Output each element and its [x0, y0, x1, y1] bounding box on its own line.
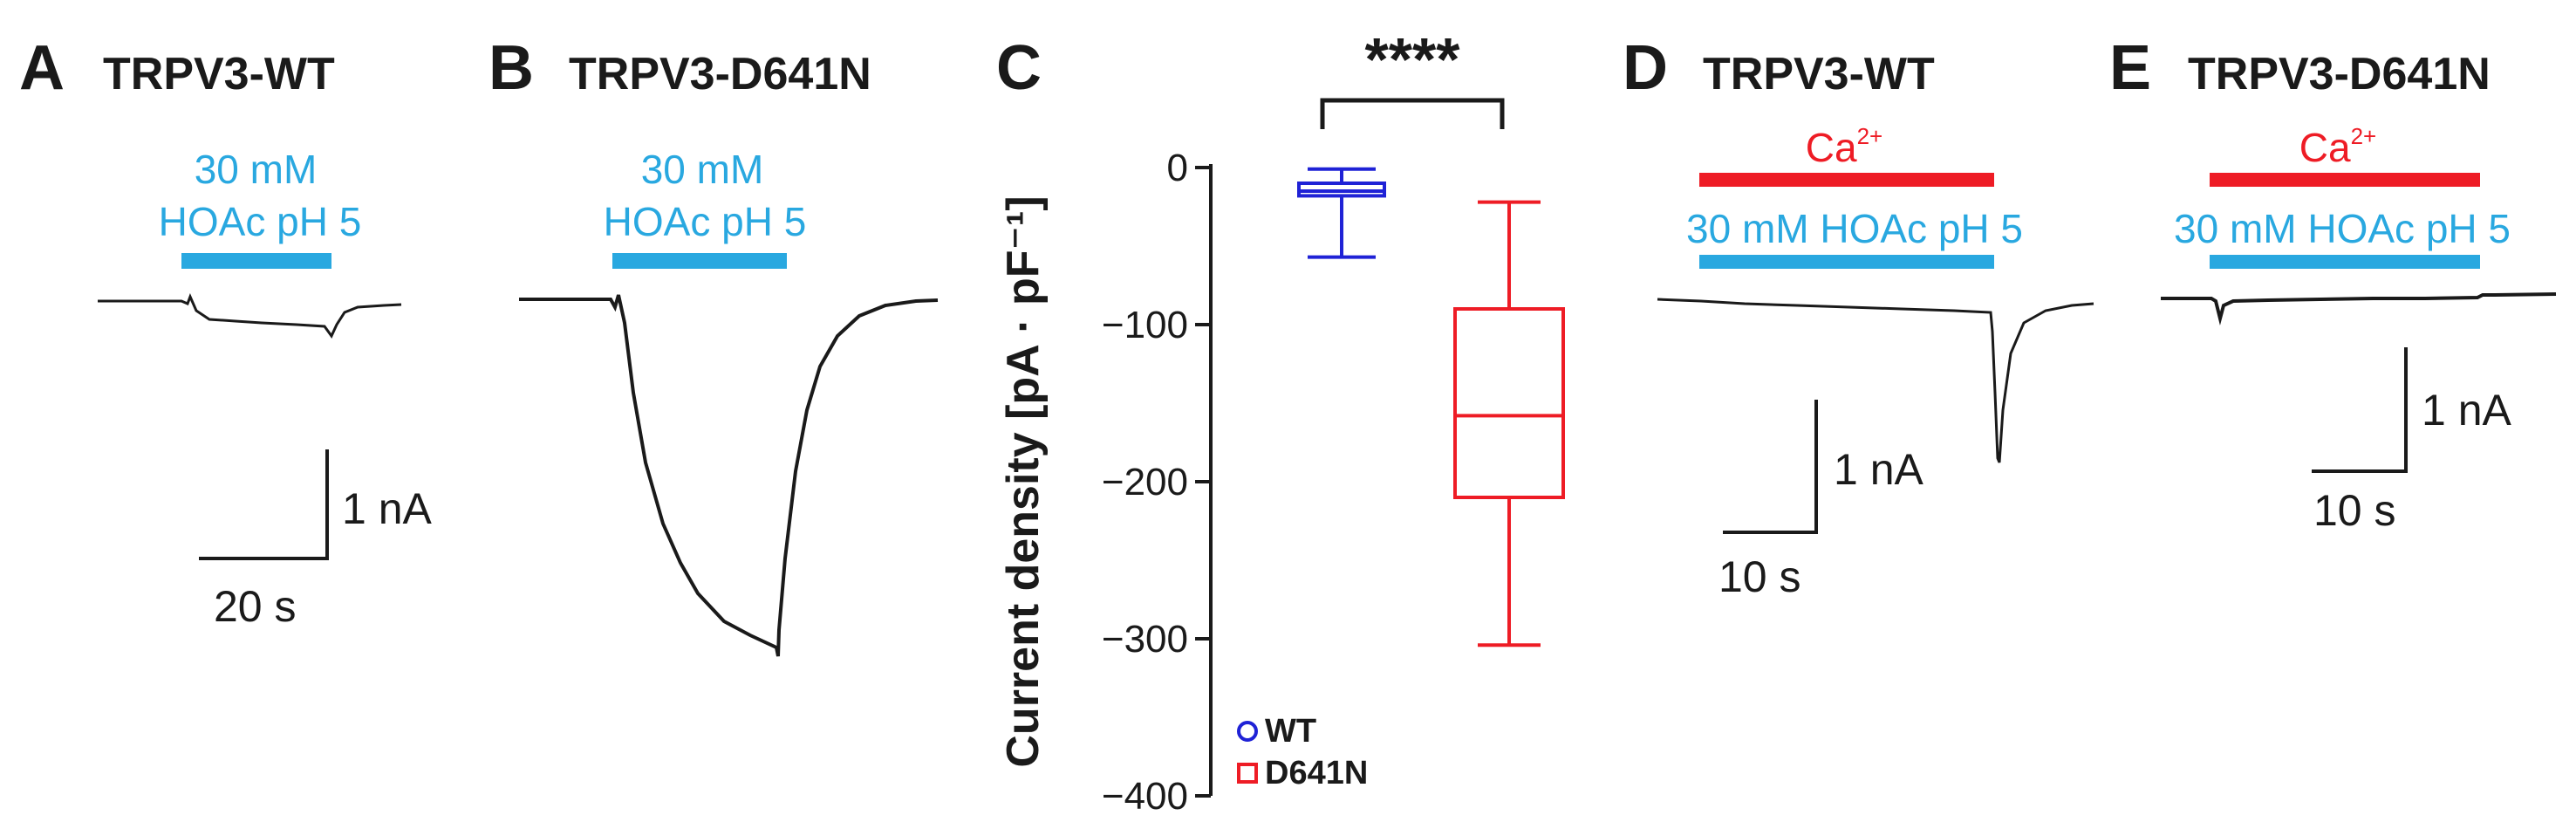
panel-c: C 0 −100 −200 −300 −400 Current density [pA ·…	[996, 25, 1565, 818]
panel-d-current-trace	[1657, 298, 2094, 463]
iqr-box	[1453, 307, 1565, 499]
panel-e-scale-current: 1 nA	[2422, 386, 2512, 435]
panel-d-letter: D	[1623, 33, 1668, 103]
panel-b-acid-bar	[612, 253, 787, 269]
y-tick-label: −300	[1102, 618, 1188, 661]
panel-a-current-trace	[98, 293, 402, 339]
panel-a-title: TRPV3-WT	[103, 49, 335, 99]
panel-a-stim-line2: HOAc pH 5	[159, 199, 362, 244]
panel-b: B TRPV3-D641N 30 mM HOAc pH 5	[489, 33, 939, 657]
panel-d-calcium-bar	[1699, 173, 1994, 187]
panel-e-stim: 30 mM HOAc pH 5	[2174, 206, 2511, 251]
panel-d-scale-bar	[1723, 400, 1818, 534]
panel-a: A TRPV3-WT 30 mM HOAc pH 5 1 nA 20 s	[19, 33, 433, 631]
panel-b-current-trace	[519, 294, 939, 657]
panel-d-title: TRPV3-WT	[1703, 49, 1935, 99]
panel-e-acid-bar	[2210, 255, 2480, 269]
panel-a-scale-current: 1 nA	[342, 484, 433, 533]
panel-c-letter: C	[996, 33, 1042, 103]
panel-e-calcium-bar	[2210, 173, 2480, 187]
panel-a-stim-line1: 30 mM	[195, 147, 318, 192]
panel-e: E TRPV3-D641N Ca2+ 30 mM HOAc pH 5 1 nA …	[2109, 33, 2557, 535]
y-tick-label: −400	[1102, 775, 1188, 818]
panel-d-calcium-label: Ca2+	[1806, 123, 1882, 170]
panel-b-stim-line1: 30 mM	[641, 147, 764, 192]
legend-label: WT	[1265, 713, 1316, 750]
legend-marker-wt	[1237, 721, 1258, 742]
panel-a-scale-bar	[199, 449, 329, 560]
legend-marker-d641n	[1237, 763, 1258, 784]
y-tick-label: −200	[1102, 461, 1188, 504]
panel-d-scale-current: 1 nA	[1834, 445, 1924, 494]
panel-e-scale-bar	[2312, 347, 2408, 473]
significance-label: ****	[1365, 25, 1461, 93]
panel-d-stim: 30 mM HOAc pH 5	[1686, 206, 2023, 251]
panel-a-scale-time: 20 s	[214, 582, 297, 631]
panel-e-scale-time: 10 s	[2313, 486, 2396, 535]
panel-e-current-trace	[2161, 292, 2557, 325]
panel-d: D TRPV3-WT Ca2+ 30 mM HOAc pH 5 1 nA 10 …	[1623, 33, 2094, 601]
panel-e-title: TRPV3-D641N	[2188, 49, 2491, 99]
panel-e-letter: E	[2109, 33, 2151, 103]
panel-e-calcium-label: Ca2+	[2299, 123, 2376, 170]
panel-a-letter: A	[19, 33, 65, 103]
panel-b-stim-line2: HOAc pH 5	[604, 199, 807, 244]
panel-d-scale-time: 10 s	[1718, 552, 1801, 601]
y-tick-label: 0	[1167, 147, 1188, 189]
legend-label: D641N	[1265, 755, 1368, 791]
panel-b-title: TRPV3-D641N	[569, 49, 871, 99]
panel-a-acid-bar	[181, 253, 331, 269]
y-axis-label: Current density [pA · pF⁻¹]	[998, 195, 1049, 767]
y-tick-label: −100	[1102, 304, 1188, 346]
significance-bracket	[1320, 98, 1505, 129]
box-plot: 0 −100 −200 −300 −400 Current density [pA · p…	[998, 25, 1565, 818]
panel-b-letter: B	[489, 33, 534, 103]
panel-d-acid-bar	[1699, 255, 1994, 269]
